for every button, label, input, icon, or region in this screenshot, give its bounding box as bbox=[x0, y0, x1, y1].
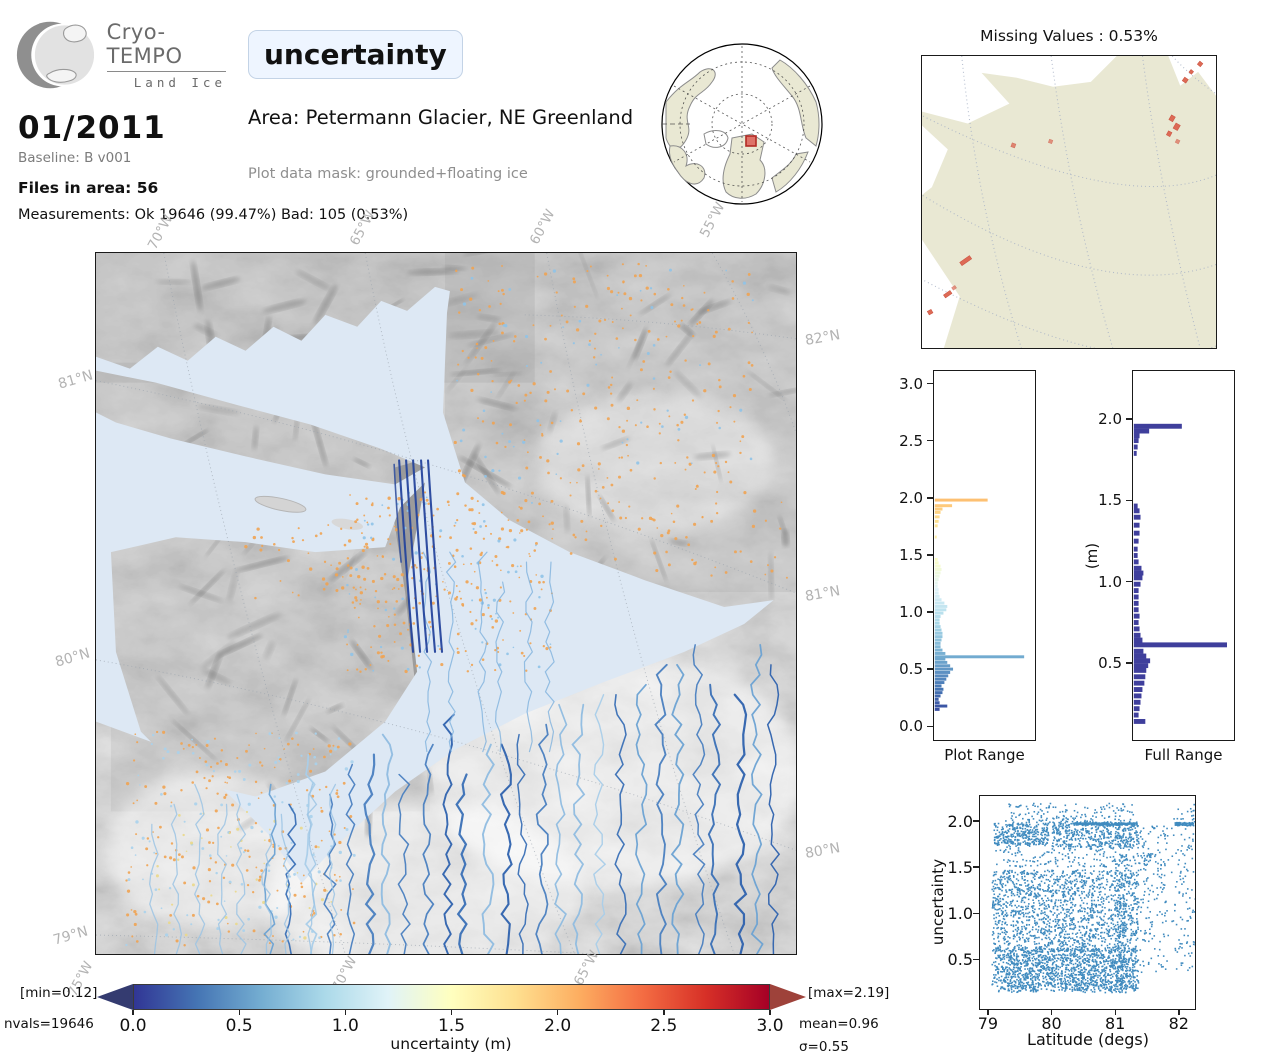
colorbar-under-arrow bbox=[97, 984, 133, 1010]
files-in-area-label: Files in area: 56 bbox=[18, 179, 159, 197]
lat-label: 79°N bbox=[51, 923, 90, 949]
arctic-locator-globe bbox=[661, 43, 823, 205]
tick-mark bbox=[557, 1010, 559, 1015]
mean-annotation: mean=0.96 bbox=[799, 1016, 879, 1032]
measurements-label: Measurements: Ok 19646 (99.47%) Bad: 105… bbox=[18, 207, 409, 223]
area-marker bbox=[745, 135, 757, 147]
tick-label: 3.0 bbox=[756, 1016, 784, 1036]
missing-values-title: Missing Values : 0.53% bbox=[980, 27, 1158, 45]
missing-data-specks bbox=[926, 60, 1204, 316]
lat-label: 81°N bbox=[56, 367, 95, 393]
tick-label: 82 bbox=[1168, 1014, 1189, 1033]
tick-label: 79 bbox=[977, 1014, 999, 1033]
tick-label: 2.0 bbox=[947, 811, 973, 831]
lat-label: 80°N bbox=[53, 645, 92, 671]
tick-label: 0.5 bbox=[225, 1016, 253, 1036]
tick-mark bbox=[663, 1010, 665, 1015]
period-label: 01/2011 bbox=[18, 110, 166, 146]
tick-label: 1.5 bbox=[437, 1016, 466, 1036]
tick-mark bbox=[238, 1010, 240, 1015]
tick-mark bbox=[1114, 1010, 1116, 1015]
tick-mark bbox=[927, 668, 933, 670]
tick-mark bbox=[1126, 662, 1132, 664]
tick-label: 0.5 bbox=[947, 950, 973, 970]
tick-mark bbox=[132, 1010, 134, 1015]
tick-label: 2.5 bbox=[899, 431, 923, 450]
tick-mark bbox=[927, 725, 933, 727]
colorbar-over-arrow bbox=[770, 984, 806, 1010]
tick-label: 80 bbox=[1041, 1014, 1062, 1033]
tick-label: 1.0 bbox=[899, 603, 923, 621]
tick-mark bbox=[927, 611, 933, 613]
tick-label: 81 bbox=[1104, 1014, 1126, 1033]
max-annotation: [max=2.19] bbox=[808, 985, 890, 1001]
tick-label: 1.5 bbox=[947, 857, 973, 877]
tick-mark bbox=[769, 1010, 771, 1015]
tick-mark bbox=[927, 497, 933, 499]
plot-range-histogram bbox=[933, 370, 1036, 741]
missing-values-map bbox=[921, 55, 1217, 349]
tick-label: 1.0 bbox=[947, 904, 973, 924]
lon-label: 60°W bbox=[526, 206, 559, 248]
uncertainty-vs-latitude-scatter bbox=[979, 795, 1196, 1010]
tick-label: 0.5 bbox=[899, 660, 923, 679]
tick-label: 2.0 bbox=[544, 1016, 572, 1036]
tick-mark bbox=[1126, 418, 1132, 420]
tick-label: 1.0 bbox=[1098, 572, 1122, 591]
tick-mark bbox=[344, 1010, 347, 1015]
logo-title: Cryo-TEMPO bbox=[106, 20, 226, 72]
colorbar-gradient bbox=[133, 984, 770, 1010]
tick-label: 2.5 bbox=[650, 1016, 678, 1036]
tick-mark bbox=[973, 866, 979, 868]
tick-label: 2.0 bbox=[1098, 409, 1122, 428]
tick-mark bbox=[927, 440, 933, 442]
tick-mark bbox=[450, 1010, 453, 1015]
tick-mark bbox=[973, 912, 979, 914]
sigma-annotation: σ=0.55 bbox=[799, 1039, 849, 1055]
variable-title-badge: uncertainty bbox=[248, 30, 463, 79]
logo-subtitle: Land Ice bbox=[133, 75, 226, 90]
area-label: Area: Petermann Glacier, NE Greenland bbox=[248, 106, 634, 129]
scatter-xlabel: Latitude (degs) bbox=[1027, 1030, 1149, 1049]
map-graticule bbox=[96, 253, 796, 954]
tick-mark bbox=[1126, 580, 1132, 583]
tick-mark bbox=[1126, 499, 1132, 501]
full-range-title: Full Range bbox=[1144, 746, 1223, 764]
mask-label: Plot data mask: grounded+floating ice bbox=[248, 166, 528, 182]
globe-crescent-icon bbox=[16, 21, 95, 89]
nvals-annotation: nvals=19646 bbox=[4, 1016, 94, 1032]
cryo-tempo-logo: Cryo-TEMPO Land Ice bbox=[16, 10, 226, 100]
lat-label: 80°N bbox=[803, 840, 842, 862]
tick-mark bbox=[1178, 1010, 1180, 1015]
full-range-histogram bbox=[1132, 370, 1235, 741]
tick-mark bbox=[927, 383, 933, 385]
tick-label: 1.0 bbox=[331, 1016, 359, 1036]
tick-mark bbox=[1050, 1010, 1053, 1015]
tick-mark bbox=[973, 958, 979, 960]
tick-mark bbox=[927, 554, 933, 556]
lat-label: 82°N bbox=[803, 327, 842, 349]
tick-label: 1.5 bbox=[899, 545, 923, 564]
tick-mark bbox=[987, 1010, 989, 1015]
map-ground-tracks bbox=[148, 459, 781, 954]
tick-label: 3.0 bbox=[899, 374, 923, 393]
min-annotation: [min=0.12] bbox=[20, 985, 98, 1001]
tick-label: 0.0 bbox=[119, 1016, 147, 1036]
tick-label: 0.5 bbox=[1098, 653, 1122, 672]
tick-label: 2.0 bbox=[899, 488, 923, 507]
tick-mark bbox=[973, 820, 979, 822]
baseline-label: Baseline: B v001 bbox=[18, 150, 132, 166]
tick-label: 0.0 bbox=[899, 717, 923, 736]
lat-label: 81°N bbox=[803, 583, 842, 605]
main-uncertainty-map bbox=[95, 252, 797, 955]
map-data-specks bbox=[125, 262, 788, 947]
plot-range-title: Plot Range bbox=[944, 746, 1025, 764]
tick-label: 1.5 bbox=[1098, 491, 1122, 510]
colorbar-axis-label: uncertainty (m) bbox=[390, 1035, 512, 1053]
